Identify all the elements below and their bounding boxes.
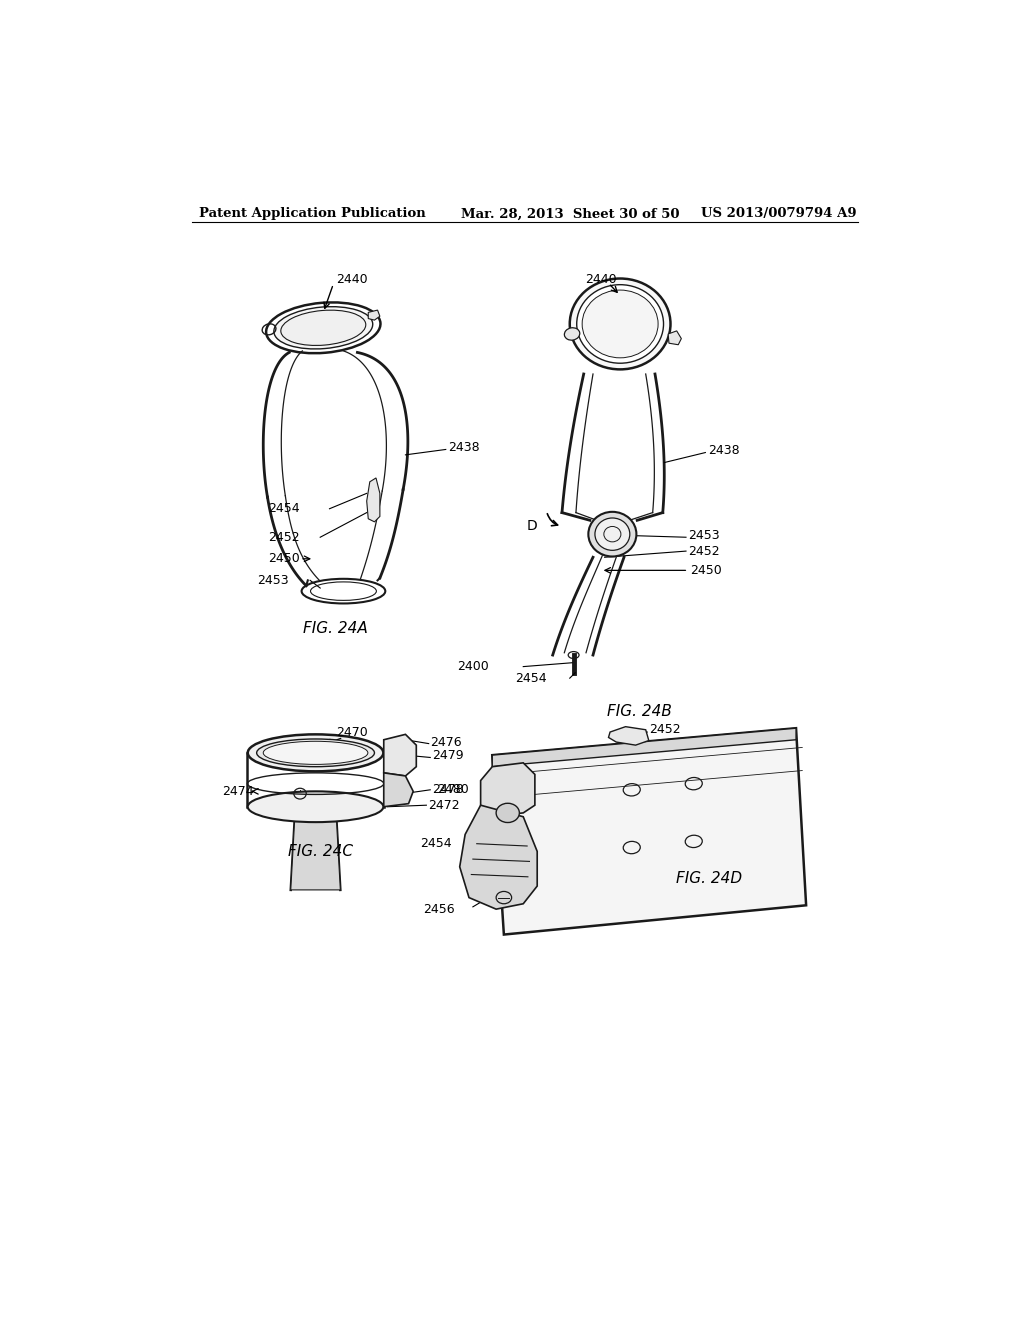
Text: 2456: 2456	[424, 903, 455, 916]
Ellipse shape	[248, 792, 383, 822]
Text: 2400: 2400	[457, 660, 488, 673]
Polygon shape	[384, 774, 414, 807]
Polygon shape	[460, 805, 538, 909]
Text: 2438: 2438	[449, 441, 479, 454]
Text: Mar. 28, 2013  Sheet 30 of 50: Mar. 28, 2013 Sheet 30 of 50	[461, 207, 680, 220]
Ellipse shape	[595, 517, 630, 550]
Ellipse shape	[583, 290, 658, 358]
Text: US 2013/0079794 A9: US 2013/0079794 A9	[700, 207, 856, 220]
Ellipse shape	[564, 327, 580, 341]
Polygon shape	[369, 310, 380, 321]
Polygon shape	[384, 734, 417, 776]
Text: 2452: 2452	[649, 723, 680, 737]
Polygon shape	[669, 331, 681, 345]
Text: 2452: 2452	[268, 531, 300, 544]
Text: 2470: 2470	[336, 726, 368, 739]
Text: FIG. 24A: FIG. 24A	[303, 620, 368, 636]
Ellipse shape	[248, 734, 383, 771]
Text: 2453: 2453	[688, 529, 720, 543]
Text: 2480: 2480	[437, 783, 469, 796]
Polygon shape	[493, 729, 796, 767]
Text: 2478: 2478	[432, 783, 464, 796]
Text: 2472: 2472	[428, 799, 460, 812]
Text: Patent Application Publication: Patent Application Publication	[200, 207, 426, 220]
Ellipse shape	[263, 742, 368, 764]
Text: 2454: 2454	[515, 672, 547, 685]
Polygon shape	[480, 763, 535, 817]
Ellipse shape	[496, 804, 519, 822]
Text: 2440: 2440	[336, 273, 368, 286]
Text: FIG. 24C: FIG. 24C	[288, 843, 352, 859]
Text: FIG. 24D: FIG. 24D	[676, 871, 742, 886]
Text: FIG. 24B: FIG. 24B	[607, 704, 672, 719]
Text: 2454: 2454	[268, 502, 300, 515]
Text: 2450: 2450	[690, 564, 722, 577]
Text: 2440: 2440	[586, 273, 616, 286]
Ellipse shape	[569, 279, 671, 370]
Polygon shape	[291, 821, 340, 890]
Ellipse shape	[281, 310, 366, 346]
Polygon shape	[608, 726, 649, 744]
Polygon shape	[493, 729, 806, 935]
Text: 2452: 2452	[688, 545, 720, 557]
Text: 2479: 2479	[432, 750, 464, 763]
Polygon shape	[367, 478, 380, 521]
Text: 2474: 2474	[222, 785, 254, 797]
Ellipse shape	[589, 512, 636, 557]
Ellipse shape	[577, 285, 664, 363]
Ellipse shape	[257, 739, 375, 767]
Text: D: D	[526, 520, 538, 533]
Text: 2438: 2438	[708, 445, 739, 458]
Text: 2453: 2453	[258, 574, 289, 587]
Text: 2476: 2476	[430, 735, 462, 748]
Text: 2450: 2450	[268, 552, 300, 565]
Text: 2454: 2454	[420, 837, 452, 850]
Ellipse shape	[273, 306, 373, 348]
